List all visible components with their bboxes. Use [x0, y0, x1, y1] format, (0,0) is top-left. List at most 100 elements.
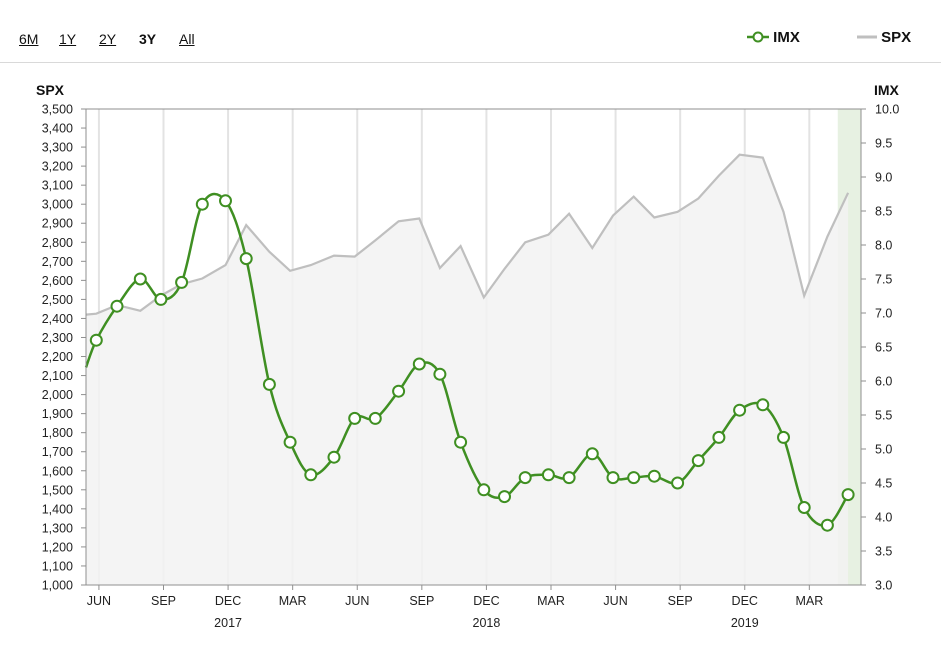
right-axis-tick-label: 5.0: [875, 443, 892, 457]
left-axis-tick-label: 3,100: [42, 179, 73, 193]
right-axis-tick-label: 3.5: [875, 545, 892, 559]
range-all-button[interactable]: All: [179, 31, 195, 47]
imx-data-point: [195, 197, 209, 211]
left-axis-tick-label: 1,200: [42, 540, 73, 554]
imx-data-point: [412, 357, 426, 371]
legend-spx-label: SPX: [881, 29, 912, 46]
imx-legend-marker-icon: [747, 31, 769, 43]
legend-imx-label: IMX: [773, 29, 800, 46]
left-axis-tick-label: 1,500: [42, 483, 73, 497]
x-axis-tick-label: JUN: [603, 594, 627, 608]
range-3y-button[interactable]: 3Y: [139, 31, 157, 47]
right-axis-tick-label: 7.0: [875, 307, 892, 321]
left-axis-tick-label: 2,100: [42, 369, 73, 383]
imx-data-point: [647, 469, 661, 483]
imx-data-point: [671, 476, 685, 490]
range-2y-button[interactable]: 2Y: [99, 31, 117, 47]
x-axis-tick-label: JUN: [345, 594, 369, 608]
left-axis-tick-label: 1,700: [42, 445, 73, 459]
imx-data-point: [110, 299, 124, 313]
left-axis-tick-label: 2,200: [42, 350, 73, 364]
imx-data-point: [627, 471, 641, 485]
left-axis-tick-label: 1,100: [42, 559, 73, 573]
left-axis-title: SPX: [36, 82, 65, 98]
right-axis-tick-label: 10.0: [875, 103, 899, 117]
right-axis-tick-label: 4.0: [875, 511, 892, 525]
imx-data-point: [756, 398, 770, 412]
imx-data-point: [841, 488, 855, 502]
imx-data-point: [585, 447, 599, 461]
range-1y-button[interactable]: 1Y: [59, 31, 77, 47]
x-axis-tick-label: MAR: [279, 594, 307, 608]
left-axis-tick-label: 3,000: [42, 198, 73, 212]
left-axis-tick-label: 1,600: [42, 464, 73, 478]
spx-series-line: [85, 153, 850, 316]
imx-data-point: [518, 471, 532, 485]
imx-data-point: [219, 194, 232, 208]
right-axis-tick-label: 6.0: [875, 375, 892, 389]
imx-data-point: [820, 518, 834, 532]
imx-data-point: [283, 435, 297, 449]
left-axis-tick-label: 1,800: [42, 426, 73, 440]
x-axis-tick-label: DEC: [732, 594, 758, 608]
imx-data-point: [797, 501, 811, 514]
x-axis-year-label: 2017: [214, 616, 242, 630]
x-axis-tick-label: MAR: [537, 594, 565, 608]
x-axis-tick-label: MAR: [795, 594, 823, 608]
left-axis-tick-label: 1,300: [42, 521, 73, 535]
range-6m-button[interactable]: 6M: [19, 31, 39, 47]
right-axis-tick-label: 7.5: [875, 273, 892, 287]
spx-legend-line-icon: [857, 35, 877, 39]
left-axis-tick-label: 2,900: [42, 217, 73, 231]
left-axis-tick-label: 1,400: [42, 502, 73, 516]
imx-data-point: [89, 333, 103, 347]
imx-data-point: [239, 252, 253, 266]
left-axis-tick-label: 2,300: [42, 331, 73, 345]
right-axis-tick-label: 9.0: [875, 171, 892, 185]
imx-data-point: [433, 367, 447, 381]
right-axis-tick-label: 8.0: [875, 239, 892, 253]
right-axis-tick-label: 3.0: [875, 579, 892, 593]
chart-area: 1,000 1,100 1,200 1,300 1,400 1,500 1,600 1,700…: [36, 82, 900, 630]
imx-data-point: [327, 450, 341, 464]
x-axis-year-label: 2019: [731, 616, 759, 630]
x-axis-tick-label: SEP: [409, 594, 434, 608]
chart-toolbar: 6M 1Y 2Y 3Y All IMX SPX: [0, 0, 941, 63]
left-axis-tick-label: 2,600: [42, 274, 73, 288]
imx-data-point: [368, 411, 382, 425]
right-axis-tick-label: 4.5: [875, 477, 892, 491]
imx-data-point: [154, 292, 168, 306]
left-axis-tick-label: 1,900: [42, 407, 73, 421]
left-axis-tick-label: 2,700: [42, 255, 73, 269]
imx-data-point: [477, 483, 491, 497]
imx-data-point: [606, 471, 620, 485]
imx-data-point: [541, 468, 555, 482]
right-axis-tick-label: 8.5: [875, 205, 892, 219]
left-axis-tick-label: 2,000: [42, 388, 73, 402]
x-axis-tick-label: DEC: [473, 594, 499, 608]
left-axis-tick-label: 3,200: [42, 160, 73, 174]
legend-imx[interactable]: IMX: [747, 29, 800, 46]
imx-data-point: [777, 430, 790, 444]
legend-spx[interactable]: SPX: [857, 29, 911, 46]
imx-data-point: [498, 490, 511, 504]
left-axis-tick-label: 3,400: [42, 122, 73, 136]
imx-data-point: [304, 468, 318, 482]
imx-data-point: [392, 384, 406, 398]
x-axis-tick-label: SEP: [151, 594, 176, 608]
x-axis-year-label: 2018: [473, 616, 501, 630]
imx-data-point: [175, 275, 189, 289]
right-axis-tick-label: 5.5: [875, 409, 892, 423]
imx-data-point: [562, 471, 576, 485]
left-axis-tick-label: 2,500: [42, 293, 73, 307]
right-axis-title: IMX: [874, 82, 900, 98]
imx-data-point: [454, 435, 468, 449]
x-axis-tick-label: SEP: [668, 594, 693, 608]
imx-data-point: [691, 454, 705, 468]
right-axis-tick-label: 6.5: [875, 341, 892, 355]
left-axis-tick-label: 2,800: [42, 236, 73, 250]
left-axis-tick-label: 3,300: [42, 141, 73, 155]
left-axis-tick-label: 3,500: [42, 103, 73, 117]
imx-data-point: [262, 377, 276, 391]
x-axis-tick-label: DEC: [215, 594, 241, 608]
